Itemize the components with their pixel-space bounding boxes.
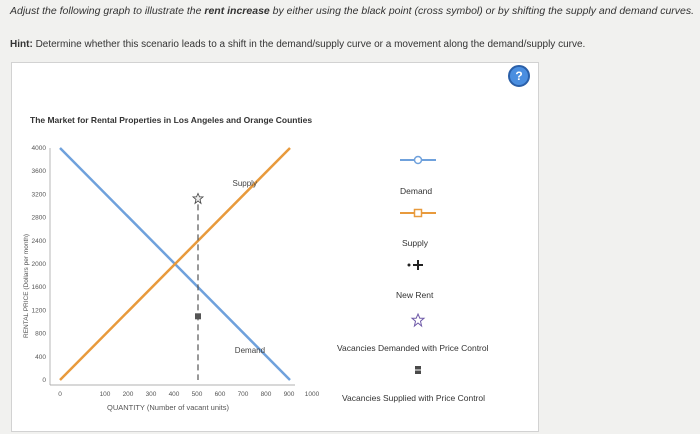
y-tick-label: 2400 — [32, 238, 47, 245]
x-tick-label: 100 — [100, 391, 111, 398]
x-tick-label: 600 — [215, 391, 226, 398]
instruction-post: by either using the black point (cross s… — [272, 5, 695, 17]
x-tick-label: 1000 — [305, 391, 320, 398]
x-tick-label: 200 — [123, 391, 134, 398]
legend-label-4: Vacancies Demanded with Price Control — [337, 343, 489, 353]
legend-label-2: Supply — [402, 238, 428, 248]
instruction-text: Adjust the following graph to illustrate… — [10, 5, 700, 17]
star-point-icon[interactable] — [410, 312, 426, 328]
square-point-icon[interactable] — [415, 366, 421, 374]
legend-dot — [407, 263, 411, 267]
x-tick-label: 500 — [192, 391, 203, 398]
hint-body: Determine whether this scenario leads to… — [35, 39, 586, 50]
x-tick-label: 300 — [146, 391, 157, 398]
y-axis-label: RENTAL PRICE (Dollars per month) — [23, 234, 30, 338]
star-shape — [191, 192, 205, 205]
cross-point-icon[interactable] — [407, 260, 424, 270]
x-axis-label: QUANTITY (Number of vacant units) — [107, 403, 229, 412]
x-tick-label: 900 — [284, 391, 295, 398]
instruction-bold: rent increase — [204, 5, 270, 17]
graph-panel — [11, 62, 539, 432]
help-button[interactable]: ? — [508, 65, 530, 87]
legend-label-3: New Rent — [396, 290, 434, 300]
y-tick-label: 1200 — [32, 307, 47, 314]
graph-title: The Market for Rental Properties in Los … — [30, 115, 313, 125]
instruction-pre: Adjust the following graph to illustrate… — [10, 5, 202, 17]
supply-curve-label: Supply — [233, 179, 257, 188]
circle-line-icon[interactable] — [400, 155, 436, 165]
x-tick-label: 0 — [58, 391, 62, 398]
y-tick-label: 800 — [35, 331, 46, 338]
y-tick-label: 4000 — [32, 145, 47, 152]
x-tick-label: 700 — [238, 391, 249, 398]
y-tick-label: 3600 — [32, 168, 47, 175]
legend-circle — [413, 155, 423, 165]
hint-text: Hint: Determine whether this scenario le… — [10, 39, 690, 50]
curve-supply[interactable] — [59, 147, 291, 381]
legend-square — [413, 208, 423, 218]
y-tick-label: 1600 — [32, 284, 47, 291]
y-tick-label: 400 — [35, 354, 46, 361]
star-point-icon[interactable] — [191, 192, 205, 205]
legend-label-1: Demand — [400, 186, 433, 196]
hint-label: Hint: — [10, 39, 33, 50]
legend-star — [410, 312, 426, 328]
demand-curve-label: Demand — [235, 346, 265, 355]
y-tick-label: 2000 — [32, 261, 47, 268]
x-tick-label: 400 — [169, 391, 180, 398]
y-tick-label: 2800 — [32, 215, 47, 222]
y-tick-label: 3200 — [32, 191, 47, 198]
legend-label-5: Vacancies Supplied with Price Control — [342, 393, 485, 403]
help-icon: ? — [515, 69, 523, 83]
y-tick-label: 0 — [42, 377, 46, 384]
square-line-icon[interactable] — [400, 208, 436, 218]
x-tick-label: 800 — [261, 391, 272, 398]
square-point-icon — [195, 313, 201, 320]
